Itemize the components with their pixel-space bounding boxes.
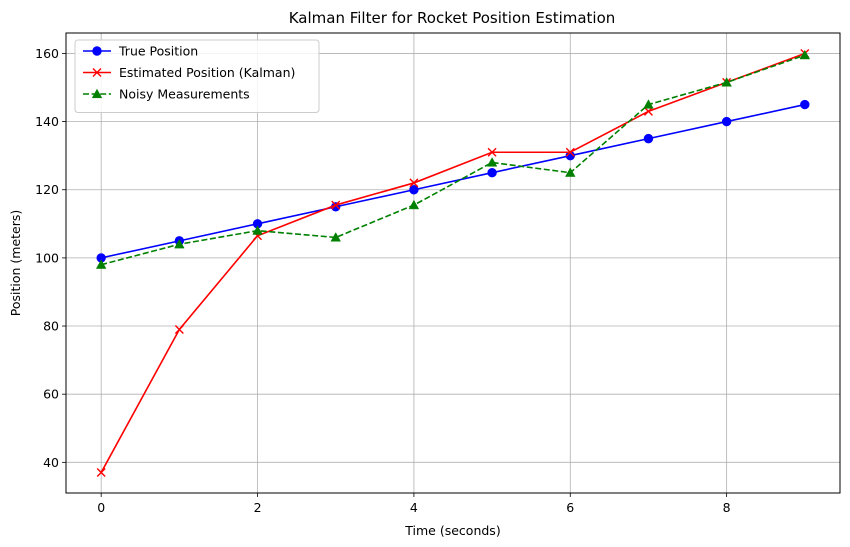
data-point <box>174 324 184 334</box>
data-point <box>565 167 576 177</box>
legend-label: True Position <box>118 44 198 59</box>
series-line <box>100 54 806 266</box>
data-point <box>800 99 810 110</box>
data-point <box>487 168 497 178</box>
series-1 <box>96 99 810 263</box>
data-point <box>174 238 185 249</box>
data-point <box>721 77 732 87</box>
legend-box <box>74 39 320 113</box>
y-tick-label: 140 <box>35 114 59 129</box>
data-point <box>486 157 498 167</box>
x-ticks: 0 2 4 6 8 <box>97 493 731 515</box>
data-point <box>487 147 497 157</box>
series-line <box>101 103 805 259</box>
x-tick-label: 0 <box>97 500 105 515</box>
plot-frame <box>65 32 841 494</box>
series-3 <box>95 49 811 269</box>
chart-title: Kalman Filter for Rocket Position Estima… <box>289 9 616 27</box>
data-point <box>96 468 106 478</box>
data-point <box>721 116 732 127</box>
data-point <box>643 133 654 144</box>
legend-marker <box>92 46 102 56</box>
grid <box>66 33 840 493</box>
data-point <box>799 49 811 60</box>
data-point <box>331 200 341 210</box>
y-tick-label: 40 <box>43 455 59 470</box>
legend-marker <box>92 68 102 77</box>
data-point <box>408 199 420 210</box>
x-tick-label: 6 <box>566 500 574 515</box>
data-point <box>565 147 575 157</box>
y-tick-label: 60 <box>43 387 59 402</box>
y-tick-label: 100 <box>35 250 59 265</box>
y-tick-label: 120 <box>35 182 59 197</box>
legend: True Position Estimated Position (Kalman)… <box>74 39 320 113</box>
x-axis-label: Time (seconds) <box>404 523 500 538</box>
legend-marker <box>91 88 103 99</box>
legend-item: Noisy Measurements <box>83 87 250 102</box>
x-tick-label: 4 <box>410 500 418 515</box>
data-point <box>643 106 653 116</box>
data-point <box>330 232 341 242</box>
y-ticks: 40 60 80 100 120 140 160 <box>35 46 66 470</box>
x-tick-label: 8 <box>723 500 731 515</box>
data-point <box>409 178 419 188</box>
series-layer <box>95 48 811 478</box>
legend-label: Noisy Measurements <box>119 87 250 102</box>
data-point <box>95 259 107 269</box>
data-point <box>643 99 654 109</box>
legend-item: Estimated Position (Kalman) <box>83 65 295 80</box>
y-tick-label: 80 <box>43 319 59 334</box>
x-tick-label: 2 <box>254 500 262 515</box>
y-tick-label: 160 <box>35 46 59 61</box>
data-point <box>252 225 263 235</box>
legend-item: True Position <box>83 44 198 59</box>
legend-label: Estimated Position (Kalman) <box>119 65 295 80</box>
y-axis-label: Position (meters) <box>8 210 23 317</box>
series-line <box>100 52 806 473</box>
data-point <box>409 185 419 195</box>
